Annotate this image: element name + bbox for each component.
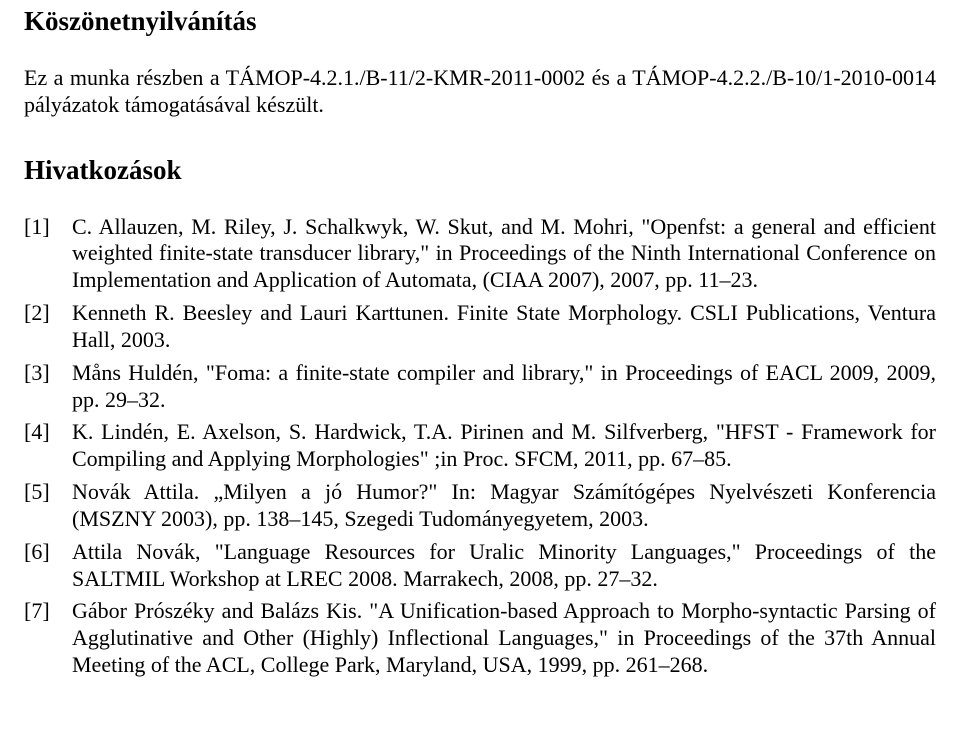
ack-body: Ez a munka részben a TÁMOP-4.2.1./B-11/2… — [24, 65, 936, 119]
refs-heading: Hivatkozások — [24, 155, 936, 186]
ref-row: [2] Kenneth R. Beesley and Lauri Karttun… — [24, 300, 936, 354]
ref-row: [4] K. Lindén, E. Axelson, S. Hardwick, … — [24, 419, 936, 473]
ref-number: [7] — [24, 598, 72, 624]
ref-text: Kenneth R. Beesley and Lauri Karttunen. … — [72, 300, 936, 354]
ref-number: [6] — [24, 539, 72, 565]
ref-number: [3] — [24, 360, 72, 386]
ref-number: [1] — [24, 214, 72, 240]
ref-text: Attila Novák, "Language Resources for Ur… — [72, 539, 936, 593]
document-page: Köszönetnyilvánítás Ez a munka részben a… — [0, 0, 960, 705]
ref-text: Gábor Prószéky and Balázs Kis. "A Unific… — [72, 598, 936, 678]
ref-row: [3] Måns Huldén, "Foma: a finite-state c… — [24, 360, 936, 414]
ref-row: [7] Gábor Prószéky and Balázs Kis. "A Un… — [24, 598, 936, 678]
ref-number: [2] — [24, 300, 72, 326]
ref-text: C. Allauzen, M. Riley, J. Schalkwyk, W. … — [72, 214, 936, 294]
ack-heading: Köszönetnyilvánítás — [24, 6, 936, 37]
ref-number: [4] — [24, 419, 72, 445]
ref-number: [5] — [24, 479, 72, 505]
ref-row: [5] Novák Attila. „Milyen a jó Humor?" I… — [24, 479, 936, 533]
ref-text: Måns Huldén, "Foma: a finite-state compi… — [72, 360, 936, 414]
ref-text: Novák Attila. „Milyen a jó Humor?" In: M… — [72, 479, 936, 533]
refs-list: [1] C. Allauzen, M. Riley, J. Schalkwyk,… — [24, 214, 936, 679]
ref-row: [6] Attila Novák, "Language Resources fo… — [24, 539, 936, 593]
ref-text: K. Lindén, E. Axelson, S. Hardwick, T.A.… — [72, 419, 936, 473]
ref-row: [1] C. Allauzen, M. Riley, J. Schalkwyk,… — [24, 214, 936, 294]
